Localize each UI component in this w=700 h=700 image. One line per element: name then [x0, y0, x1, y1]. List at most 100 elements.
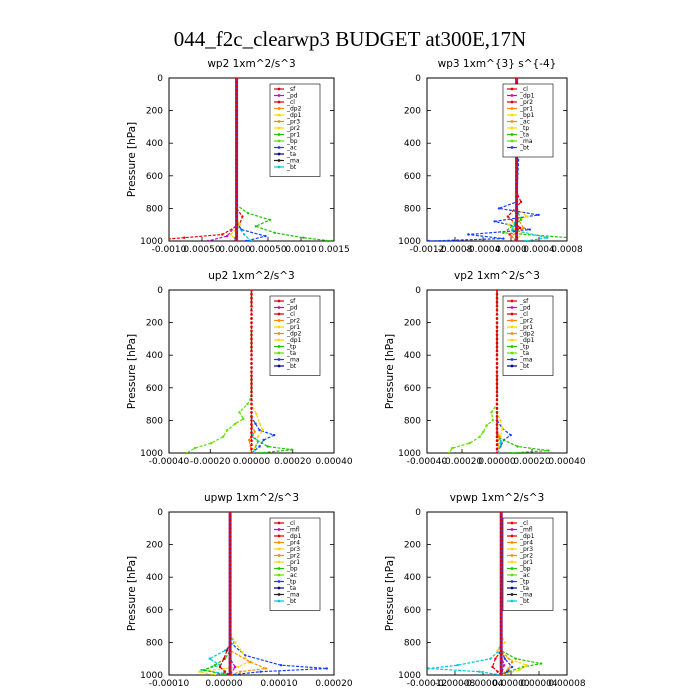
center-marker: [228, 563, 232, 567]
center-marker: [235, 199, 238, 202]
legend-marker: [277, 599, 281, 603]
center-marker: [499, 584, 503, 587]
center-marker: [228, 535, 232, 538]
x-tick-label: 0.00000: [233, 457, 270, 467]
legend-label: _sf: [286, 86, 296, 93]
center-marker: [250, 435, 253, 439]
data-point: [246, 402, 249, 406]
legend-marker: [510, 364, 514, 368]
legend-marker: [277, 554, 281, 557]
legend-label: _pd: [286, 305, 298, 312]
x-tick-label: 0.0000: [219, 245, 251, 255]
plot-frame: [168, 511, 335, 676]
center-marker: [235, 231, 238, 235]
legend-marker: [277, 351, 281, 355]
x-tick-label: 0.00000: [478, 457, 515, 467]
data-point: [253, 430, 256, 433]
center-marker: [250, 390, 253, 394]
legend-label: _pr1: [519, 324, 533, 331]
center-marker: [235, 97, 238, 100]
legend-marker: [277, 107, 281, 110]
center-marker: [228, 559, 232, 563]
legend-marker: [510, 580, 514, 583]
center-marker: [235, 117, 238, 121]
data-point: [503, 641, 506, 644]
legend-marker: [277, 120, 281, 123]
center-marker: [495, 447, 499, 451]
panel-title: wp3 1xm^{3} s^{-4}: [438, 58, 557, 70]
center-marker: [228, 604, 232, 607]
center-marker: [515, 166, 518, 169]
center-marker: [515, 170, 518, 173]
data-point: [208, 657, 211, 660]
center-marker: [250, 290, 253, 292]
y-tick-label: 600: [146, 606, 163, 616]
legend-label: _pd: [286, 93, 298, 100]
center-marker: [495, 317, 499, 320]
center-marker: [250, 309, 253, 312]
data-point: [502, 231, 505, 234]
center-marker: [235, 84, 238, 88]
center-marker: [499, 555, 503, 559]
data-point: [502, 664, 506, 667]
data-point: [510, 660, 514, 664]
legend-marker: [510, 87, 514, 91]
data-point: [225, 649, 229, 652]
panel-2: wp3 1xm^{3} s^{-4}02004006008001000-0.00…: [398, 58, 583, 255]
legend-marker: [277, 534, 281, 538]
center-marker: [228, 669, 232, 673]
legend-marker: [277, 364, 281, 368]
center-marker: [515, 211, 518, 214]
x-tick-label: 0.00010: [260, 679, 297, 689]
data-point: [259, 670, 262, 673]
series-line-orange: [229, 512, 268, 675]
legend-marker: [510, 312, 514, 316]
data-point: [233, 665, 237, 669]
series-line-blue: [250, 290, 276, 453]
center-marker: [495, 443, 499, 447]
center-marker: [228, 628, 232, 632]
y-tick-label: 200: [404, 541, 421, 551]
center-marker: [235, 178, 238, 182]
center-marker: [499, 522, 503, 526]
data-point: [496, 649, 499, 652]
center-marker: [250, 419, 253, 422]
legend-marker: [510, 560, 514, 564]
series-group: [447, 290, 550, 453]
center-marker: [228, 657, 232, 660]
legend-marker: [510, 126, 514, 130]
center-marker: [235, 93, 238, 96]
legend-label: _tp: [519, 125, 529, 132]
data-point: [209, 442, 213, 445]
legend-label: _ac: [286, 572, 297, 579]
legend-label: _dp1: [519, 533, 535, 540]
data-point: [302, 236, 305, 239]
legend-label: _ma: [519, 138, 533, 145]
panel-1: wp2 1xm^2/s^3 0 200 400 600 800 1000 Pressure […: [126, 58, 350, 255]
data-point: [427, 239, 430, 241]
legend-label: _pr1: [519, 559, 533, 566]
legend-label: _bt: [519, 363, 530, 370]
center-marker: [250, 427, 253, 430]
legend-marker: [277, 299, 281, 303]
center-marker: [250, 300, 253, 304]
center-marker: [515, 223, 518, 226]
center-marker: [235, 113, 238, 116]
x-tick-label: 0.0010: [285, 245, 317, 255]
center-marker: [235, 109, 238, 112]
data-point: [485, 424, 488, 427]
legend-label: _ac: [519, 119, 530, 126]
center-marker: [499, 512, 503, 514]
x-tick-label: 0.00004: [520, 679, 557, 689]
center-marker: [250, 358, 253, 361]
data-point: [524, 239, 527, 241]
y-axis-label: Pressure [hPa]: [384, 334, 396, 409]
series-line-green: [250, 290, 292, 453]
y-tick-label: 400: [404, 573, 421, 583]
legend-marker: [277, 100, 281, 104]
y-tick-label: 200: [146, 541, 163, 551]
data-point: [237, 665, 240, 669]
plot-frame: [426, 511, 568, 676]
center-marker: [250, 353, 253, 357]
legend-marker: [510, 586, 514, 590]
